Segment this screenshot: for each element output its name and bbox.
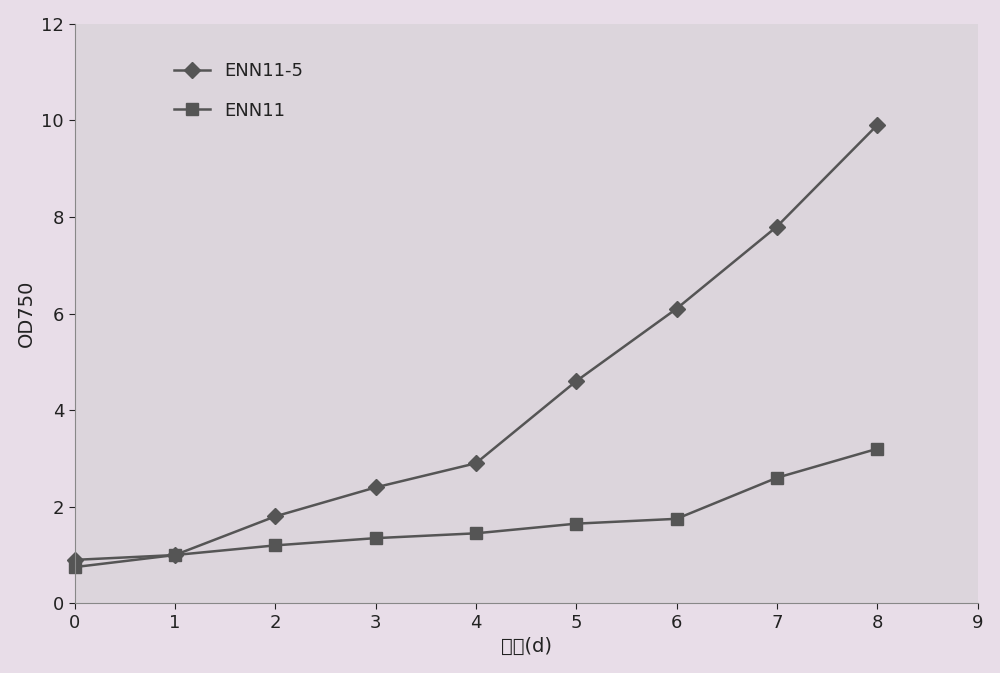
Line: ENN11-5: ENN11-5: [69, 120, 883, 565]
ENN11: [671, 515, 683, 523]
ENN11: [370, 534, 382, 542]
ENN11: [871, 445, 883, 453]
ENN11: [771, 474, 783, 482]
ENN11-5: [169, 551, 181, 559]
ENN11: [470, 529, 482, 537]
ENN11-5: [269, 512, 281, 520]
Line: ENN11: ENN11: [69, 444, 883, 573]
ENN11: [570, 520, 582, 528]
ENN11-5: [470, 459, 482, 467]
Y-axis label: OD750: OD750: [17, 280, 36, 347]
ENN11: [269, 541, 281, 549]
ENN11-5: [69, 556, 81, 564]
ENN11-5: [671, 305, 683, 313]
ENN11: [169, 551, 181, 559]
ENN11-5: [370, 483, 382, 491]
ENN11-5: [871, 121, 883, 129]
ENN11-5: [570, 377, 582, 385]
ENN11: [69, 563, 81, 571]
X-axis label: 时间(d): 时间(d): [501, 637, 552, 656]
Legend: ENN11-5, ENN11: ENN11-5, ENN11: [156, 44, 321, 138]
ENN11-5: [771, 223, 783, 231]
